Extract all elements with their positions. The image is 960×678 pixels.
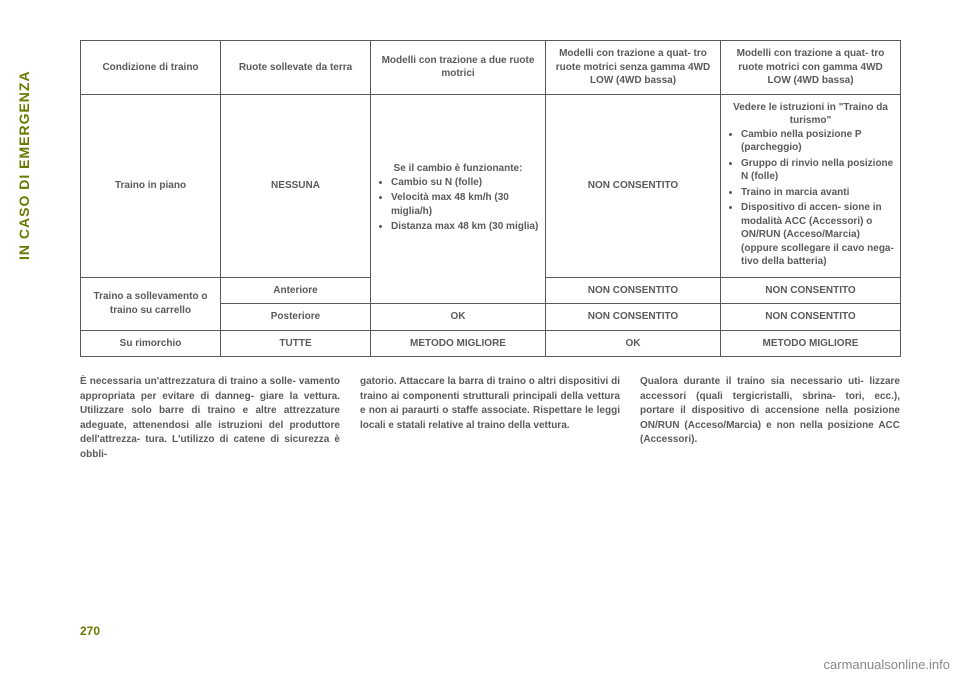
th-4wd-nolow: Modelli con trazione a quat- tro ruote m…: [546, 41, 721, 95]
th-condition: Condizione di traino: [81, 41, 221, 95]
cell-nc: NON CONSENTITO: [546, 277, 721, 304]
cell-best: METODO MIGLIORE: [371, 330, 546, 357]
cell-piano-4low: Vedere le istruzioni in "Traino da turis…: [721, 94, 901, 277]
cell-rim-wheels: TUTTE: [221, 330, 371, 357]
table-header-row: Condizione di traino Ruote sollevate da …: [81, 41, 901, 95]
list-item: Cambio su N (folle): [391, 176, 539, 190]
th-2wd: Modelli con trazione a due ruote motrici: [371, 41, 546, 95]
table-row: Traino in piano NESSUNA Se il cambio è f…: [81, 94, 901, 277]
cell-ok: OK: [546, 330, 721, 357]
cell-nc: NON CONSENTITO: [721, 277, 901, 304]
body-columns: È necessaria un'attrezzatura di traino a…: [80, 375, 900, 462]
list-item: Velocità max 48 km/h (30 miglia/h): [391, 191, 539, 218]
cell-best: METODO MIGLIORE: [721, 330, 901, 357]
page-number: 270: [80, 624, 100, 638]
list-item: Traino in marcia avanti: [741, 186, 894, 200]
th-4wd-low: Modelli con trazione a quat- tro ruote m…: [721, 41, 901, 95]
list-item: Gruppo di rinvio nella posizione N (foll…: [741, 157, 894, 184]
list-item: Distanza max 48 km (30 miglia): [391, 220, 539, 234]
cell-nc: NON CONSENTITO: [546, 304, 721, 331]
table-row: Su rimorchio TUTTE METODO MIGLIORE OK ME…: [81, 330, 901, 357]
list-item: Cambio nella posizione P (parcheggio): [741, 128, 894, 155]
cell-list: Cambio su N (folle) Velocità max 48 km/h…: [391, 176, 539, 234]
towing-table: Condizione di traino Ruote sollevate da …: [80, 40, 901, 357]
footer-domain: carmanualsonline.info: [824, 657, 950, 672]
cell-soll-label: Traino a sollevamento o traino su carrel…: [81, 277, 221, 330]
cell-piano-wheels: NESSUNA: [221, 94, 371, 277]
body-paragraph: È necessaria un'attrezzatura di traino a…: [80, 375, 340, 462]
section-side-label: IN CASO DI EMERGENZA: [16, 40, 32, 260]
list-item: Dispositivo di accen- sione in modalità …: [741, 201, 894, 269]
cell-piano-4nolow: NON CONSENTITO: [546, 94, 721, 277]
page-container: IN CASO DI EMERGENZA Condizione di train…: [60, 40, 900, 638]
body-paragraph: gatorio. Attaccare la barra di traino o …: [360, 375, 620, 433]
cell-soll-front: Anteriore: [221, 277, 371, 304]
cell-ok: OK: [371, 304, 546, 331]
cell-text: Vedere le istruzioni in "Traino da turis…: [727, 101, 894, 128]
cell-soll-rear: Posteriore: [221, 304, 371, 331]
cell-rim-label: Su rimorchio: [81, 330, 221, 357]
cell-piano-2wd: Se il cambio è funzionante: Cambio su N …: [371, 94, 546, 304]
cell-text: Se il cambio è funzionante:: [377, 162, 539, 176]
cell-piano-label: Traino in piano: [81, 94, 221, 277]
body-paragraph: Qualora durante il traino sia necessario…: [640, 375, 900, 448]
th-wheels: Ruote sollevate da terra: [221, 41, 371, 95]
cell-nc: NON CONSENTITO: [721, 304, 901, 331]
cell-list: Cambio nella posizione P (parcheggio) Gr…: [741, 128, 894, 269]
